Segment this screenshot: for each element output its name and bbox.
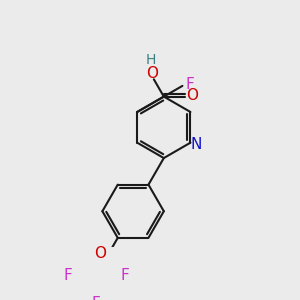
Text: O: O xyxy=(94,246,106,261)
Text: F: F xyxy=(92,296,100,300)
Text: F: F xyxy=(64,268,72,283)
Text: O: O xyxy=(186,88,198,103)
Text: F: F xyxy=(120,268,129,283)
Text: F: F xyxy=(186,77,194,92)
Text: O: O xyxy=(146,66,158,81)
Text: H: H xyxy=(145,53,156,67)
Text: N: N xyxy=(190,137,202,152)
